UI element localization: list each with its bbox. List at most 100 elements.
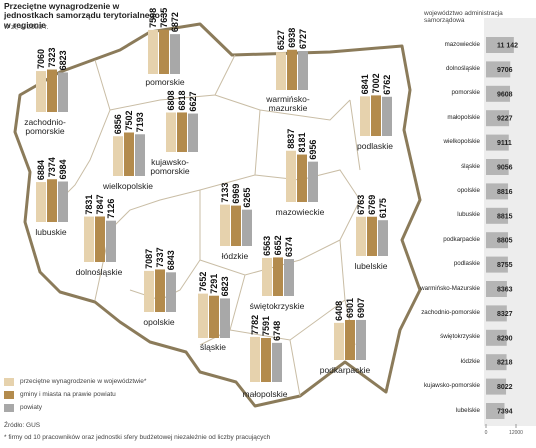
bar [177, 112, 187, 152]
bar [220, 204, 230, 246]
bar [113, 136, 123, 176]
category-label: lubuskie [457, 211, 480, 219]
value-label: 7635 [159, 8, 169, 28]
value-label: 6808 [166, 90, 176, 110]
bar [356, 216, 366, 256]
region-label: łódzkie [221, 251, 249, 261]
value-label: 6652 [273, 235, 283, 255]
bar [486, 256, 508, 273]
legend-label: powiaty [20, 404, 43, 411]
value-label: 6727 [298, 29, 308, 49]
region-label: wielkopolskie [102, 181, 154, 191]
bar [486, 183, 509, 200]
bar [486, 354, 507, 371]
region-label: pomorskie [145, 77, 185, 87]
value-label: 7002 [371, 73, 381, 93]
bar [486, 85, 511, 102]
chart-subtitle: w zł, w 2023 r. [4, 24, 49, 31]
bar [261, 337, 271, 382]
bar [486, 134, 509, 151]
category-label: opolskie [457, 186, 480, 194]
legend-swatch [4, 378, 14, 386]
region-label: świętokrzyskie [249, 301, 305, 311]
value-label: 7847 [95, 194, 105, 214]
bar [166, 112, 176, 152]
value-label: 6843 [166, 250, 176, 270]
bar [382, 96, 392, 136]
value-label: 6762 [382, 75, 392, 95]
region-label: dolnośląskie [75, 267, 123, 277]
value-label: 11 142 [497, 43, 518, 50]
bar [170, 34, 180, 74]
value-label: 8290 [497, 335, 513, 342]
bar [250, 336, 260, 382]
region-label: mazowieckie [275, 207, 325, 217]
value-label: 7591 [261, 316, 271, 336]
bar [486, 305, 507, 322]
x-tick-label: 12000 [509, 430, 523, 436]
value-label: 7291 [209, 274, 219, 294]
bar [297, 154, 307, 202]
value-label: 7502 [124, 110, 134, 130]
bar [58, 181, 68, 222]
region-label: opolskie [143, 317, 175, 327]
value-label: 6748 [272, 321, 282, 341]
bar [486, 110, 510, 127]
bar [308, 161, 318, 202]
region-label: kujawsko-pomorskie [150, 157, 190, 177]
bar [273, 257, 283, 296]
value-label: 8815 [497, 213, 513, 220]
value-label: 6901 [345, 298, 355, 318]
list-title: województwo administracja samorządowa [424, 10, 503, 25]
value-label: 7060 [36, 49, 46, 69]
value-label: 6956 [308, 140, 318, 160]
bar [367, 216, 377, 256]
category-label: warmińsko-Mazurskie [420, 284, 480, 292]
value-label: 6563 [262, 236, 272, 256]
value-label: 6856 [113, 114, 123, 134]
bar [148, 29, 158, 74]
legend-swatch [4, 391, 14, 399]
value-label: 8022 [497, 384, 513, 391]
x-tick-label: 0 [485, 430, 488, 436]
bar [345, 319, 355, 360]
category-label: kujawsko-pomorskie [423, 382, 480, 390]
bar [284, 259, 294, 296]
value-label: 8181 [297, 133, 307, 153]
category-label: mazowieckie [444, 40, 480, 48]
bar [209, 295, 219, 338]
value-label: 7598 [148, 8, 158, 28]
bar [36, 182, 46, 222]
value-label: 8218 [497, 360, 513, 367]
bar [155, 269, 165, 312]
bar [198, 293, 208, 338]
source: Źródło: GUS [4, 422, 41, 429]
bar [262, 257, 272, 296]
value-label: 7782 [250, 315, 260, 335]
bar [188, 113, 198, 152]
bar [231, 205, 241, 246]
category-label: wielkopolskie [443, 138, 480, 146]
value-label: 6408 [334, 301, 344, 321]
footnote: * firmy od 10 pracowników oraz jednostki… [4, 434, 271, 441]
value-label: 6818 [177, 90, 187, 110]
bar [276, 52, 286, 90]
bar [144, 270, 154, 312]
value-label: 8805 [497, 238, 513, 245]
value-label: 9608 [497, 91, 513, 98]
bar [486, 403, 505, 419]
value-label: 9706 [497, 67, 513, 74]
value-label: 9056 [497, 165, 513, 172]
value-label: 8816 [497, 189, 513, 196]
value-label: 6265 [242, 188, 252, 208]
value-label: 6527 [276, 30, 286, 50]
value-label: 8755 [497, 262, 513, 269]
region-label: śląskie [200, 342, 226, 352]
value-label: 9111 [497, 140, 512, 147]
region-label: warmińsko-mazurskie [266, 94, 310, 114]
value-label: 6823 [220, 276, 230, 296]
bar [287, 49, 297, 90]
value-label: 8363 [497, 287, 513, 294]
